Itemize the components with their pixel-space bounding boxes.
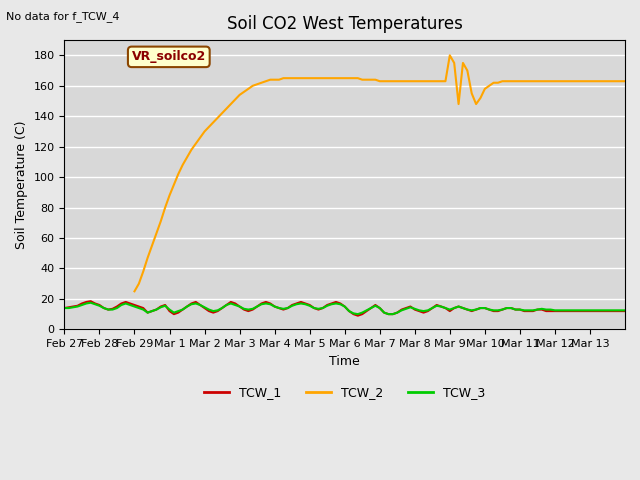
TCW_1 — [621, 308, 629, 314]
Line: TCW_2: TCW_2 — [134, 55, 625, 291]
Legend: TCW_1, TCW_2, TCW_3: TCW_1, TCW_2, TCW_3 — [199, 381, 491, 404]
TCW_1 — [218, 305, 226, 311]
Text: VR_soilco2: VR_soilco2 — [132, 50, 206, 63]
TCW_1 — [402, 305, 410, 311]
TCW_1 — [354, 313, 362, 319]
TCW_3 — [402, 306, 410, 312]
X-axis label: Time: Time — [330, 355, 360, 368]
TCW_3 — [560, 308, 568, 313]
TCW_3 — [61, 305, 68, 311]
Line: TCW_3: TCW_3 — [65, 303, 625, 314]
Text: No data for f_TCW_4: No data for f_TCW_4 — [6, 11, 120, 22]
TCW_3 — [92, 301, 99, 307]
TCW_1 — [61, 305, 68, 311]
TCW_2 — [131, 288, 138, 294]
TCW_3 — [87, 300, 95, 306]
TCW_1 — [363, 308, 371, 314]
TCW_3 — [218, 305, 226, 311]
TCW_1 — [511, 307, 519, 312]
TCW_2 — [591, 78, 598, 84]
TCW_2 — [621, 78, 629, 84]
TCW_1 — [92, 300, 99, 306]
TCW_2 — [148, 243, 156, 249]
TCW_1 — [87, 298, 95, 304]
TCW_3 — [511, 307, 519, 312]
Line: TCW_1: TCW_1 — [65, 301, 625, 316]
TCW_3 — [363, 308, 371, 313]
TCW_2 — [542, 78, 550, 84]
Title: Soil CO2 West Temperatures: Soil CO2 West Temperatures — [227, 15, 463, 33]
Y-axis label: Soil Temperature (C): Soil Temperature (C) — [15, 120, 28, 249]
TCW_2 — [503, 78, 511, 84]
TCW_2 — [144, 255, 152, 261]
TCW_3 — [621, 308, 629, 313]
TCW_2 — [446, 52, 454, 58]
TCW_3 — [354, 311, 362, 317]
TCW_1 — [560, 308, 568, 314]
TCW_2 — [288, 75, 296, 81]
